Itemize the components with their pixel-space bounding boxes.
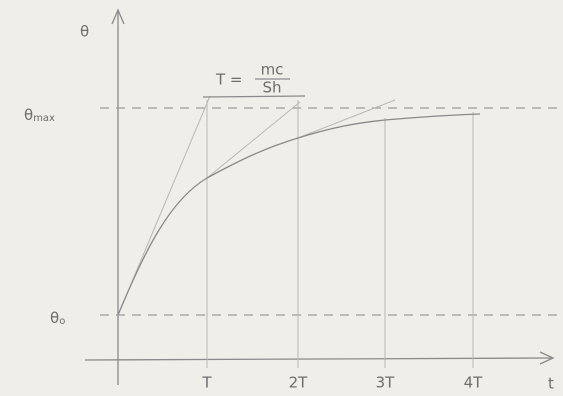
tick-label: 2T — [289, 374, 309, 392]
paper — [0, 0, 563, 396]
diagram: θ t θmax θo T 2T 3T 4T T = mc Sh — [0, 0, 563, 396]
formula-numerator: mc — [261, 61, 284, 79]
max-symbol: θ — [24, 106, 33, 124]
tick-label: 3T — [376, 374, 396, 392]
initial-symbol: θ — [50, 309, 59, 327]
tick-label: T — [201, 374, 212, 392]
x-label: t — [548, 375, 554, 393]
formula-denominator: Sh — [262, 79, 281, 97]
initial-subscript: o — [59, 316, 65, 327]
max-subscript: max — [33, 113, 55, 124]
formula-lhs: T = — [215, 71, 243, 89]
tick-label: 4T — [464, 374, 484, 392]
y-label: θ — [80, 23, 89, 41]
